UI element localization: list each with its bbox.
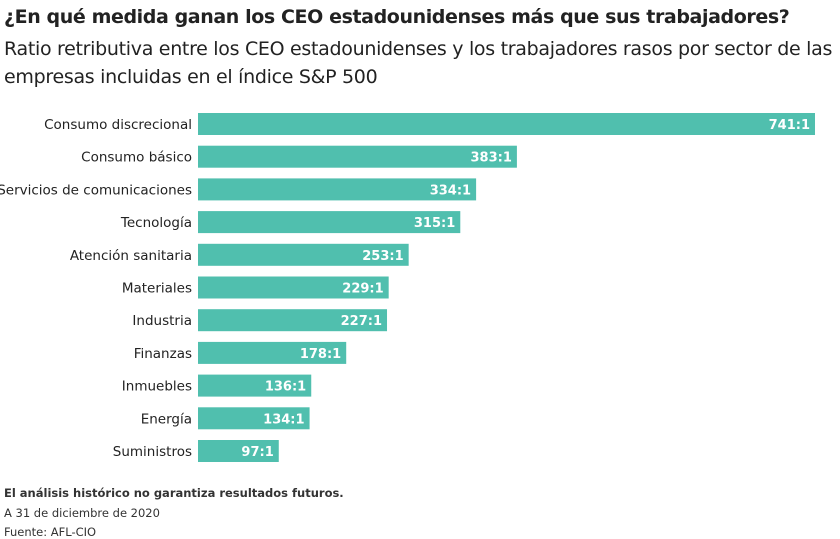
bar [198, 374, 312, 397]
data-label: 227:1 [341, 314, 382, 329]
bar [198, 341, 347, 364]
category-label: Atención sanitaria [70, 248, 192, 264]
bar [198, 309, 388, 332]
bar [198, 276, 389, 299]
data-label: 178:1 [300, 347, 341, 362]
chart-title: ¿En qué medida ganan los CEO estadounide… [4, 6, 790, 28]
bar [198, 440, 279, 462]
source-note: Fuente: AFL-CIO [4, 525, 97, 539]
category-label: Industria [132, 313, 192, 329]
bar [198, 243, 409, 266]
data-label: 253:1 [362, 249, 403, 264]
bar [198, 211, 461, 234]
data-label: 229:1 [342, 282, 383, 297]
chart-subtitle: Ratio retributiva entre los CEO estadoun… [4, 38, 833, 88]
category-label: Tecnología [120, 215, 192, 231]
data-label: 741:1 [769, 118, 810, 133]
bar [198, 145, 517, 168]
data-label: 134:1 [263, 412, 304, 427]
category-label: Suministros [113, 444, 192, 460]
data-label: 97:1 [241, 445, 273, 460]
bar [198, 407, 310, 430]
date-note: A 31 de diciembre de 2020 [4, 506, 160, 520]
category-label: Finanzas [134, 346, 192, 362]
bar [198, 113, 815, 135]
category-label: Consumo básico [81, 150, 192, 166]
category-label: Servicios de comunicaciones [0, 182, 192, 198]
data-label: 383:1 [471, 151, 512, 166]
category-label: Materiales [122, 281, 192, 297]
category-label: Consumo discrecional [44, 117, 192, 133]
disclaimer: El análisis histórico no garantiza resul… [4, 486, 344, 500]
bar-chart: Consumo discrecional 741:1 Consumo básico 3… [0, 113, 815, 462]
category-label: Energía [141, 411, 192, 427]
category-label: Inmuebles [122, 379, 192, 395]
data-label: 136:1 [265, 380, 306, 395]
data-label: 315:1 [414, 216, 455, 231]
bar [198, 178, 477, 201]
data-label: 334:1 [430, 183, 471, 198]
